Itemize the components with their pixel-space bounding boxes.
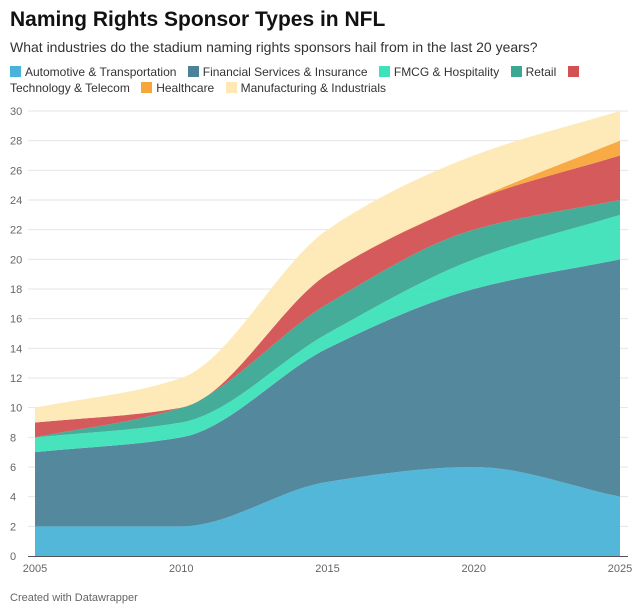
legend-item: FMCG & Hospitality xyxy=(378,65,500,79)
y-tick-label: 30 xyxy=(10,106,22,118)
legend-item: Manufacturing & Industrials xyxy=(225,81,386,95)
chart-title: Naming Rights Sponsor Types in NFL xyxy=(10,8,386,31)
legend-swatch xyxy=(187,66,199,77)
y-tick-label: 22 xyxy=(10,225,22,237)
y-tick-label: 14 xyxy=(10,343,22,355)
area-retail xyxy=(35,200,620,438)
y-tick-label: 18 xyxy=(10,284,22,296)
legend-item: Healthcare xyxy=(141,81,214,95)
x-tick-label: 2025 xyxy=(608,563,632,575)
legend-swatch xyxy=(510,66,522,77)
y-tick-label: 10 xyxy=(10,403,22,415)
legend-label: Manufacturing & Industrials xyxy=(240,81,386,95)
legend-label: Financial Services & Insurance xyxy=(202,65,368,79)
x-tick-label: 2020 xyxy=(462,563,486,575)
legend-item: Automotive & Transportation xyxy=(10,65,176,79)
legend-swatch xyxy=(378,66,390,77)
x-tick-label: 2010 xyxy=(169,563,193,575)
y-tick-label: 4 xyxy=(10,492,16,504)
y-tick-label: 28 xyxy=(10,136,22,148)
y-tick-label: 8 xyxy=(10,432,16,444)
legend: Automotive & Transportation Financial Se… xyxy=(10,64,610,96)
legend-item: Financial Services & Insurance xyxy=(187,65,368,79)
legend-swatch xyxy=(141,82,153,93)
y-tick-label: 16 xyxy=(10,314,22,326)
legend-label: Healthcare xyxy=(156,81,215,95)
legend-label: FMCG & Hospitality xyxy=(393,65,500,79)
y-tick-label: 2 xyxy=(10,521,16,533)
legend-item: Technology & Telecom xyxy=(10,65,583,95)
chart-subtitle: What industries do the stadium naming ri… xyxy=(10,39,538,55)
y-tick-label: 0 xyxy=(10,551,16,563)
legend-label: Retail xyxy=(525,65,557,79)
x-tick-label: 2015 xyxy=(315,563,339,575)
y-tick-label: 12 xyxy=(10,373,22,385)
legend-swatch xyxy=(10,66,21,77)
y-tick-label: 24 xyxy=(10,195,22,207)
area-manufacturing-industrials xyxy=(35,111,620,423)
legend-label: Automotive & Transportation xyxy=(25,65,177,79)
y-tick-label: 20 xyxy=(10,254,22,266)
area-technology-telecom xyxy=(35,155,620,438)
credit: Created with Datawrapper xyxy=(10,592,138,604)
legend-item: Retail xyxy=(510,65,557,79)
legend-swatch xyxy=(225,82,237,93)
y-tick-label: 26 xyxy=(10,165,22,177)
area-financial-services-insurance xyxy=(35,259,620,527)
area-healthcare xyxy=(35,140,620,423)
legend-swatch xyxy=(567,66,579,77)
area-automotive-transportation xyxy=(35,467,620,556)
y-tick-label: 6 xyxy=(10,462,16,474)
x-tick-label: 2005 xyxy=(23,563,47,575)
legend-label: Technology & Telecom xyxy=(10,81,130,95)
